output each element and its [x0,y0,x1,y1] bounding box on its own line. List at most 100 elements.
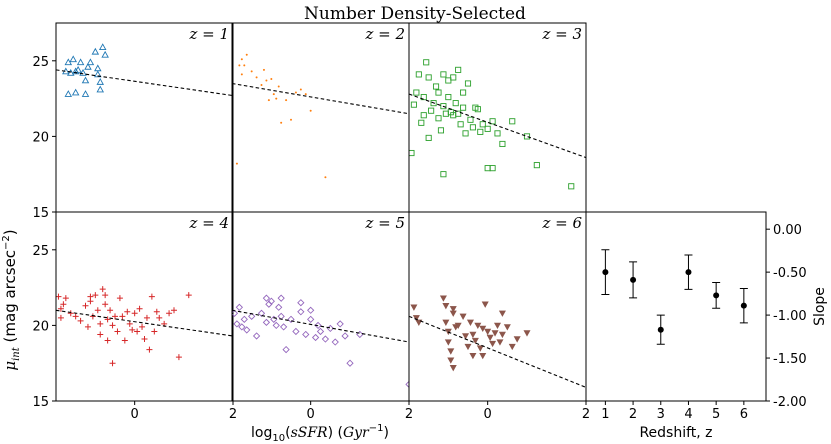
slope-point [685,269,692,276]
data-point [267,297,275,305]
data-point [455,66,462,73]
data-point [233,320,241,328]
data-point [94,307,101,314]
panel-frame [408,211,587,402]
slope-x-tick-label: 5 [712,407,720,422]
data-point [331,338,339,346]
panel-z1: z = 1 15 20 25 [32,22,234,221]
slope-point [630,276,637,283]
data-point [410,304,418,311]
data-point [316,327,325,336]
data-point [126,320,133,327]
data-point [413,89,420,96]
data-point [129,326,136,333]
fit-line [56,309,233,337]
data-point [299,88,302,91]
data-point [476,345,484,352]
data-point [102,292,109,299]
data-point [116,295,123,302]
data-point [346,359,354,367]
data-point [250,70,253,73]
data-point [84,62,92,70]
x-tick-label: 0 [484,407,492,422]
panel-z3: z = 3 [408,22,587,213]
data-point [275,303,283,311]
data-point [445,77,452,84]
data-point [442,303,450,310]
data-point [491,330,499,337]
data-point [265,79,268,82]
data-point [425,74,432,81]
data-point [523,330,531,337]
data-point [71,67,80,75]
data-point [533,162,540,169]
data-point [479,121,486,128]
data-point [494,130,501,137]
data-point [321,335,330,343]
data-point [304,93,307,96]
data-point [91,47,100,55]
fit-line [232,82,409,115]
data-point [148,293,155,300]
data-point [252,332,261,340]
data-point [175,354,182,361]
data-point [282,345,290,354]
data-point [469,331,477,339]
data-point [82,302,89,309]
data-point [474,322,482,330]
data-point [464,343,472,351]
data-point [314,321,322,330]
data-point [410,101,417,108]
slope-frame [585,211,767,402]
slope-x-tick-label: 2 [629,407,637,422]
data-point [324,176,327,179]
data-point [96,78,105,85]
data-point [442,319,450,326]
data-point [454,322,462,330]
data-point [114,328,121,335]
data-point [440,71,447,78]
data-point [67,310,74,317]
slope-y-tick-label: -1.00 [773,309,807,324]
data-point [102,301,109,308]
panel-frame [55,22,234,213]
fit-line [409,93,586,159]
fit-line [409,315,586,388]
y-tick-label: 25 [32,55,49,70]
data-point [87,293,94,300]
data-point [243,326,251,334]
data-point [81,76,90,84]
data-point [262,318,271,327]
data-point [341,332,349,340]
data-point [440,171,447,178]
data-point [101,50,109,58]
data-point [139,323,146,330]
y-tick-label: 15 [32,395,49,410]
data-point [153,308,160,315]
data-point [474,106,481,113]
data-point [418,119,425,126]
data-point [287,315,295,323]
panel-label: z = 4 [188,214,229,232]
data-point [477,128,484,135]
slope-y-tick-label: 0.00 [773,223,802,238]
slope-x-label: Redshift, z [639,425,712,441]
data-point [423,59,430,66]
data-point [435,115,442,122]
data-point [466,319,474,326]
data-point [449,306,457,313]
data-point [280,121,283,124]
data-point [112,313,118,320]
data-point [484,328,492,336]
panel-frame [231,22,410,213]
data-point [479,325,487,333]
data-point [60,301,67,308]
data-point [425,134,432,141]
data-point [267,99,270,102]
slope-x-tick-label: 3 [657,407,665,422]
data-point [81,90,90,97]
data-point [57,305,64,312]
slope-y-tick-label: -2.00 [773,395,807,410]
slope-point [657,326,664,333]
